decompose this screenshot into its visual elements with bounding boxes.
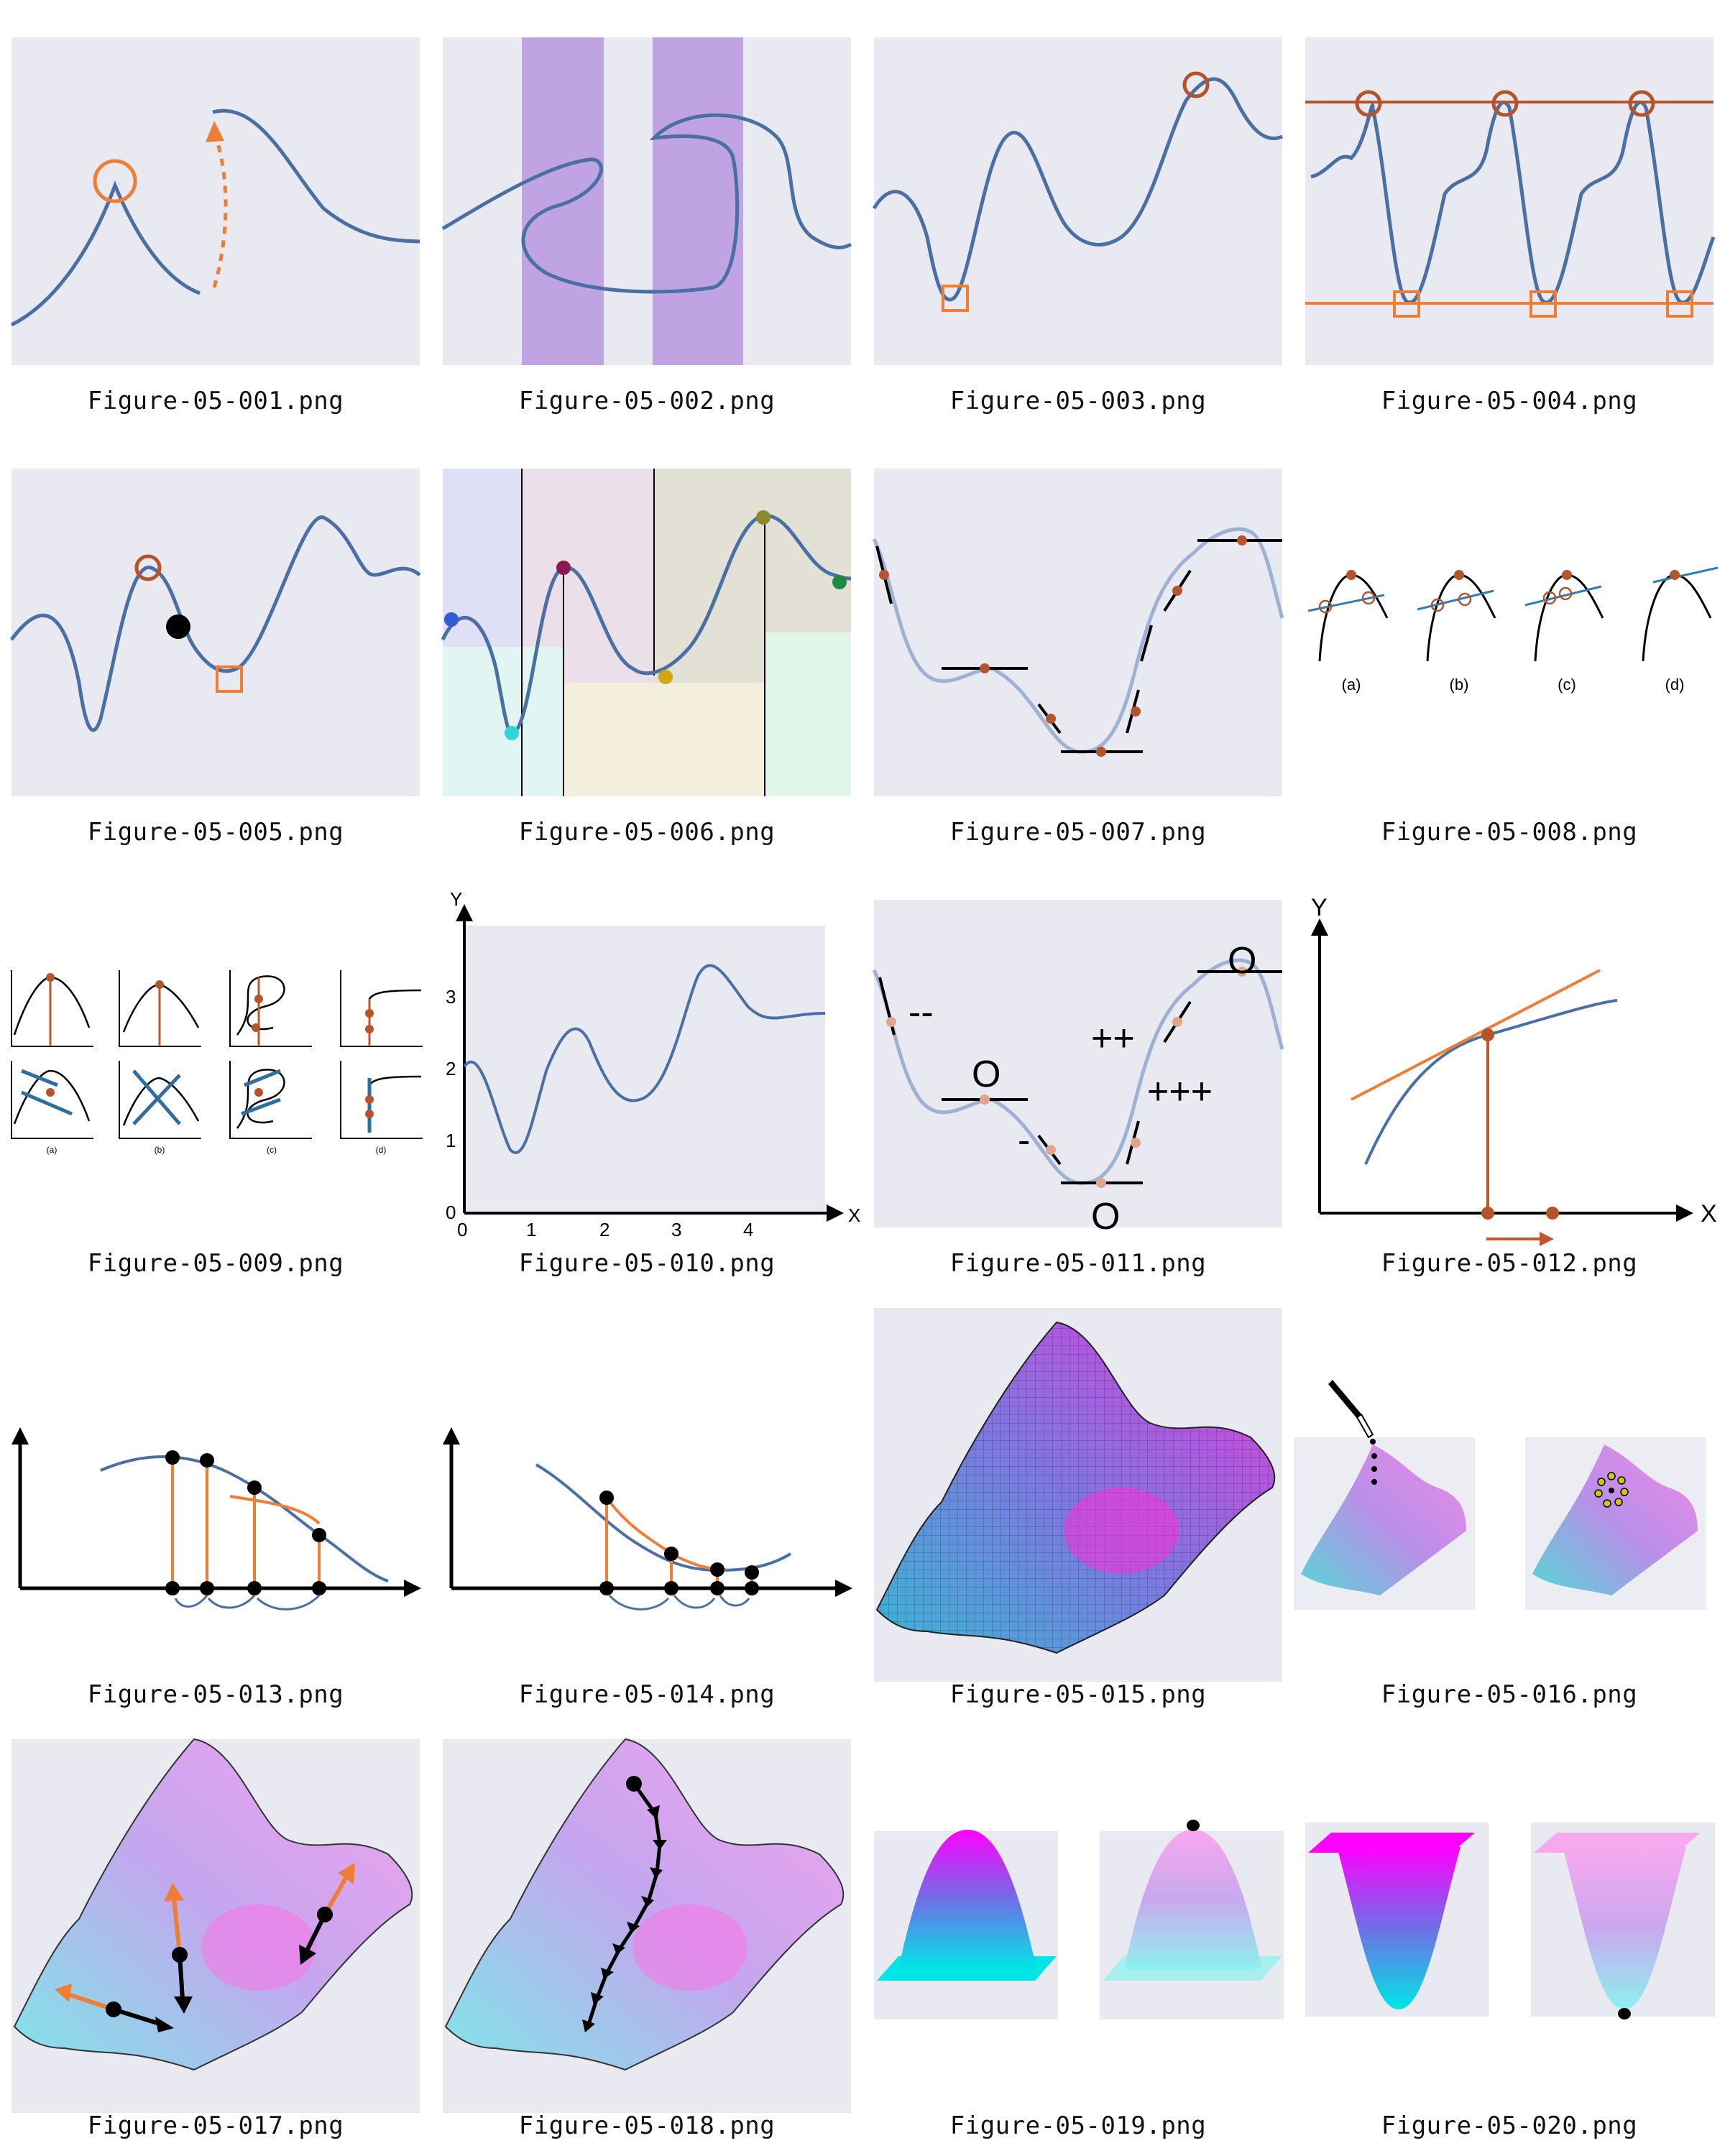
figure-thumbnail[interactable] xyxy=(0,1294,431,1682)
figure-tile-011[interactable]: -- O - O ++ O +++ Figure-05-011.png xyxy=(862,862,1294,1294)
panel-label-b: (b) xyxy=(1450,676,1469,694)
figure-caption: Figure-05-013.png xyxy=(87,1680,344,1709)
x-axis-label: X xyxy=(1701,1200,1717,1227)
y-axis-label: Y xyxy=(450,888,462,910)
figure-thumbnail[interactable]: Y X xyxy=(1294,862,1725,1250)
panel-label-b: (b) xyxy=(155,1145,165,1155)
figure-tile-001[interactable]: Figure-05-001.png xyxy=(0,0,431,431)
sign-mark: - xyxy=(1018,1120,1030,1161)
figure-tile-002[interactable]: Figure-05-002.png xyxy=(431,0,862,431)
figure-tile-017[interactable]: Figure-05-017.png xyxy=(0,1725,431,2156)
figure-caption: Figure-05-005.png xyxy=(87,818,344,847)
x-tick: 0 xyxy=(457,1219,467,1240)
panel-label-a: (a) xyxy=(1342,676,1361,694)
figure-caption: Figure-05-018.png xyxy=(518,2111,776,2140)
panel-label-c: (c) xyxy=(267,1145,277,1155)
figure-caption: Figure-05-002.png xyxy=(518,387,776,415)
figure-tile-005[interactable]: Figure-05-005.png xyxy=(0,431,431,862)
figure-caption: Figure-05-006.png xyxy=(518,818,776,847)
x-tick: 4 xyxy=(743,1219,753,1240)
figure-caption: Figure-05-004.png xyxy=(1381,387,1638,415)
figure-caption: Figure-05-007.png xyxy=(949,818,1207,847)
figure-thumbnail[interactable] xyxy=(862,431,1294,819)
figure-caption: Figure-05-017.png xyxy=(87,2111,344,2140)
sign-mark: O xyxy=(972,1054,1000,1095)
figure-caption: Figure-05-010.png xyxy=(518,1249,776,1278)
figure-tile-010[interactable]: Y X 0 1 2 3 4 0 1 2 3 Figure-05-010.png xyxy=(431,862,862,1294)
figure-thumbnail[interactable] xyxy=(0,0,431,388)
panel-label-d: (d) xyxy=(376,1145,387,1155)
y-tick: 0 xyxy=(446,1202,456,1223)
figure-thumbnail[interactable] xyxy=(431,1294,862,1682)
sign-mark: -- xyxy=(908,992,934,1033)
y-tick: 3 xyxy=(446,986,456,1008)
y-tick: 1 xyxy=(446,1130,456,1151)
figure-thumbnail[interactable] xyxy=(862,1294,1294,1682)
y-tick: 2 xyxy=(446,1058,456,1079)
figure-tile-020[interactable]: Figure-05-020.png xyxy=(1294,1725,1725,2156)
figure-tile-007[interactable]: Figure-05-007.png xyxy=(862,431,1294,862)
figure-tile-004[interactable]: Figure-05-004.png xyxy=(1294,0,1725,431)
figure-thumbnail[interactable] xyxy=(1294,1725,1725,2113)
figure-caption: Figure-05-003.png xyxy=(949,387,1207,415)
figure-caption: Figure-05-009.png xyxy=(87,1249,344,1278)
figure-tile-012[interactable]: Y X Figure-05-012.png xyxy=(1294,862,1725,1294)
figure-thumbnail[interactable]: (a) (b) (c) (d) xyxy=(1294,431,1725,819)
y-axis-label: Y xyxy=(1311,894,1328,921)
x-tick: 1 xyxy=(526,1219,536,1240)
figure-caption: Figure-05-008.png xyxy=(1381,818,1638,847)
figure-caption: Figure-05-020.png xyxy=(1381,2111,1638,2140)
x-tick: 2 xyxy=(599,1219,610,1240)
sign-mark: +++ xyxy=(1147,1071,1213,1112)
panel-label-a: (a) xyxy=(47,1145,58,1155)
sign-mark: O xyxy=(1091,1196,1120,1238)
figure-tile-008[interactable]: (a) (b) (c) (d) Figure-05-008.png xyxy=(1294,431,1725,862)
figure-thumbnail[interactable] xyxy=(431,0,862,388)
figure-caption: Figure-05-012.png xyxy=(1381,1249,1638,1278)
figure-thumbnail[interactable] xyxy=(862,1725,1294,2113)
figure-thumbnail[interactable]: -- O - O ++ O +++ xyxy=(862,862,1294,1250)
figure-caption: Figure-05-016.png xyxy=(1381,1680,1638,1709)
figure-tile-015[interactable]: Figure-05-015.png xyxy=(862,1294,1294,1725)
figure-caption: Figure-05-019.png xyxy=(949,2111,1207,2140)
figure-tile-009[interactable]: (a) (b) (c) (d) Figure-05-009.png xyxy=(0,862,431,1294)
panel-label-c: (c) xyxy=(1558,676,1576,694)
figure-tile-003[interactable]: Figure-05-003.png xyxy=(862,0,1294,431)
figure-thumbnail[interactable]: (a) (b) (c) (d) xyxy=(0,862,431,1250)
figure-tile-018[interactable]: Figure-05-018.png xyxy=(431,1725,862,2156)
figure-tile-013[interactable]: Figure-05-013.png xyxy=(0,1294,431,1725)
sign-mark: O xyxy=(1228,940,1256,982)
figure-caption: Figure-05-014.png xyxy=(518,1680,776,1709)
x-axis-label: X xyxy=(848,1204,860,1226)
figure-thumbnail[interactable]: Y X 0 1 2 3 4 0 1 2 3 xyxy=(431,862,862,1250)
x-tick: 3 xyxy=(671,1219,681,1240)
figure-thumbnail[interactable] xyxy=(1294,0,1725,388)
figure-tile-019[interactable]: Figure-05-019.png xyxy=(862,1725,1294,2156)
figure-thumbnail[interactable] xyxy=(1294,1294,1725,1682)
figure-tile-016[interactable]: Figure-05-016.png xyxy=(1294,1294,1725,1725)
figure-caption: Figure-05-015.png xyxy=(949,1680,1207,1709)
figure-thumbnail[interactable] xyxy=(431,431,862,819)
sign-mark: ++ xyxy=(1091,1018,1135,1059)
figure-thumbnail[interactable] xyxy=(431,1725,862,2113)
figure-thumbnail[interactable] xyxy=(862,0,1294,388)
figure-thumbnail[interactable] xyxy=(0,431,431,819)
figure-caption: Figure-05-001.png xyxy=(87,387,344,415)
figure-thumbnail[interactable] xyxy=(0,1725,431,2113)
figure-tile-014[interactable]: Figure-05-014.png xyxy=(431,1294,862,1725)
figure-tile-006[interactable]: Figure-05-006.png xyxy=(431,431,862,862)
figure-caption: Figure-05-011.png xyxy=(949,1249,1207,1278)
panel-label-d: (d) xyxy=(1665,676,1685,694)
